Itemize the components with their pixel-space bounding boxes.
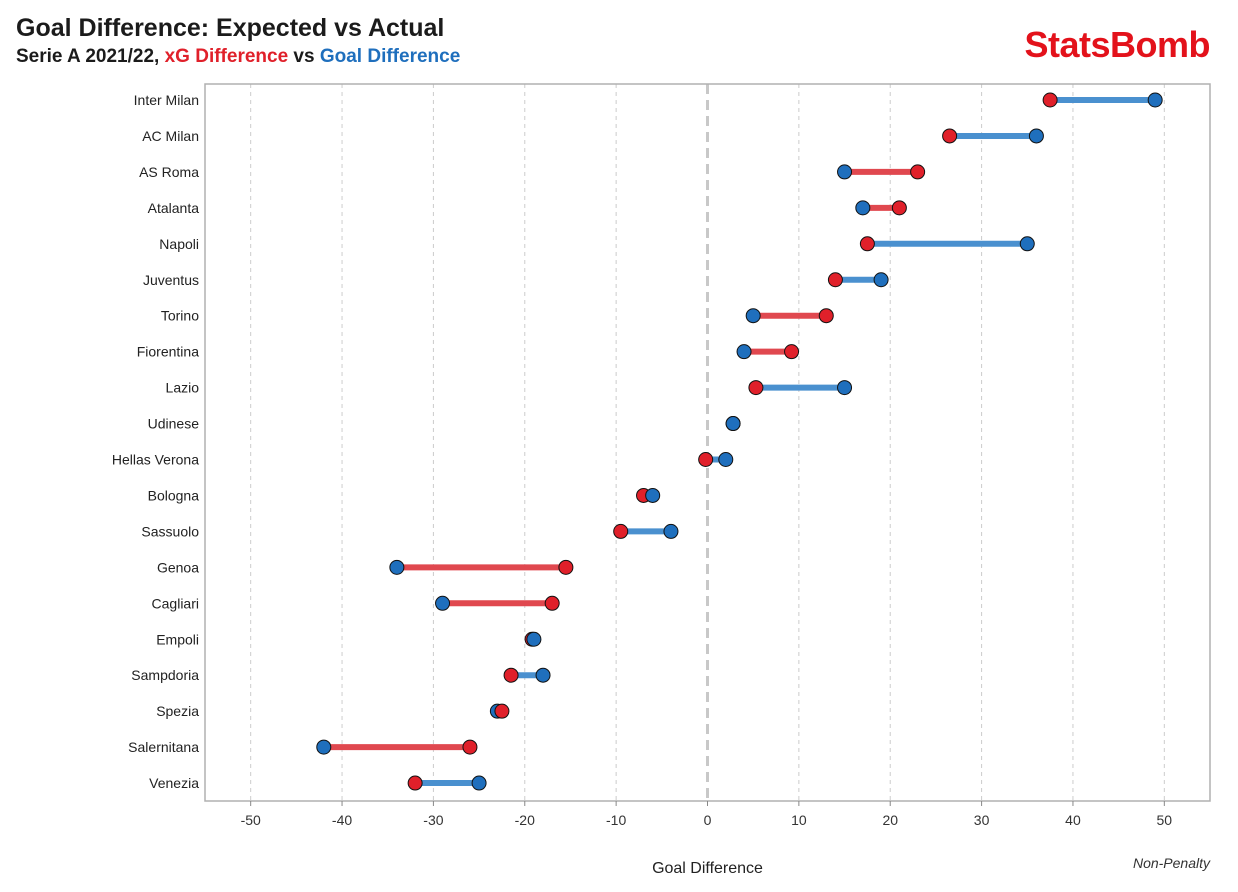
gd-point: [1028, 128, 1044, 144]
xg-point: [544, 595, 560, 611]
team-label: Inter Milan: [134, 92, 199, 108]
gd-point: [471, 775, 487, 791]
gd-point: [725, 416, 741, 432]
xg-point: [407, 775, 423, 791]
gd-point: [535, 667, 551, 683]
x-tick-label: 20: [882, 812, 898, 828]
x-tick-label: -30: [423, 812, 443, 828]
x-tick-label: 30: [974, 812, 990, 828]
xg-point: [1042, 92, 1058, 108]
team-label: Torino: [161, 308, 199, 324]
xg-point: [503, 667, 519, 683]
xg-point: [698, 452, 714, 467]
team-label: Napoli: [159, 236, 199, 252]
subtitle-goal-difference: Goal Difference: [319, 46, 461, 67]
gd-point: [316, 739, 332, 755]
x-tick-label: -40: [332, 812, 352, 828]
x-tick-label: -50: [241, 812, 261, 828]
team-label: Venezia: [149, 775, 199, 791]
xg-point: [748, 380, 764, 396]
team-label: Hellas Verona: [112, 452, 199, 468]
subtitle-prefix: Serie A 2021/22,: [16, 46, 165, 67]
team-label: Salernitana: [128, 739, 199, 755]
gd-point: [389, 559, 405, 575]
x-tick-label: 10: [791, 812, 807, 828]
xg-point: [558, 559, 574, 575]
gd-point: [718, 452, 734, 467]
gd-point: [873, 272, 889, 288]
gd-point: [837, 164, 853, 180]
team-label: Fiorentina: [137, 344, 199, 360]
x-tick-label: 40: [1065, 812, 1081, 828]
team-label: Sassuolo: [141, 523, 199, 539]
team-label: Sampdoria: [131, 667, 199, 683]
gd-point: [736, 344, 752, 360]
chart-title: Goal Difference: Expected vs Actual: [16, 14, 445, 42]
gd-point: [645, 487, 661, 503]
team-label: Udinese: [148, 416, 200, 432]
x-tick-label: 50: [1157, 812, 1173, 828]
team-label: Spezia: [156, 703, 199, 719]
xg-point: [613, 523, 629, 539]
team-label: Lazio: [166, 380, 200, 396]
xg-point: [784, 344, 800, 360]
xg-point: [494, 703, 510, 719]
gd-point: [663, 523, 679, 539]
x-tick-label: 0: [704, 812, 712, 828]
team-label: Bologna: [148, 487, 200, 503]
xg-point: [891, 200, 907, 216]
team-label: AC Milan: [142, 128, 199, 144]
xg-point: [859, 236, 875, 252]
gd-point: [837, 380, 853, 396]
gd-point: [745, 308, 761, 324]
gd-point: [526, 631, 542, 647]
xg-point: [462, 739, 478, 755]
team-label: AS Roma: [139, 164, 199, 180]
xg-point: [910, 164, 926, 180]
footnote-non-penalty: Non-Penalty: [1132, 855, 1210, 871]
team-label: Juventus: [143, 272, 199, 288]
gd-point: [1019, 236, 1035, 252]
gd-point: [855, 200, 871, 216]
gd-point: [435, 595, 451, 611]
x-tick-label: -20: [515, 812, 535, 828]
xg-point: [942, 128, 958, 144]
subtitle-xg-difference: xG Difference: [164, 46, 289, 67]
gd-point: [1147, 92, 1163, 108]
team-label: Genoa: [157, 559, 199, 575]
x-axis-label: Goal Difference: [652, 860, 763, 877]
xg-point: [818, 308, 834, 324]
x-tick-label: -10: [606, 812, 626, 828]
team-label: Cagliari: [152, 595, 199, 611]
chart-subtitle: Serie A 2021/22, xG Difference vs Goal D…: [16, 46, 460, 68]
team-label: Empoli: [156, 631, 199, 647]
statsbomb-logo: StatsBomb: [1024, 24, 1210, 65]
subtitle-vs: vs: [288, 46, 320, 67]
xg-point: [827, 272, 843, 288]
team-label: Atalanta: [148, 200, 200, 216]
